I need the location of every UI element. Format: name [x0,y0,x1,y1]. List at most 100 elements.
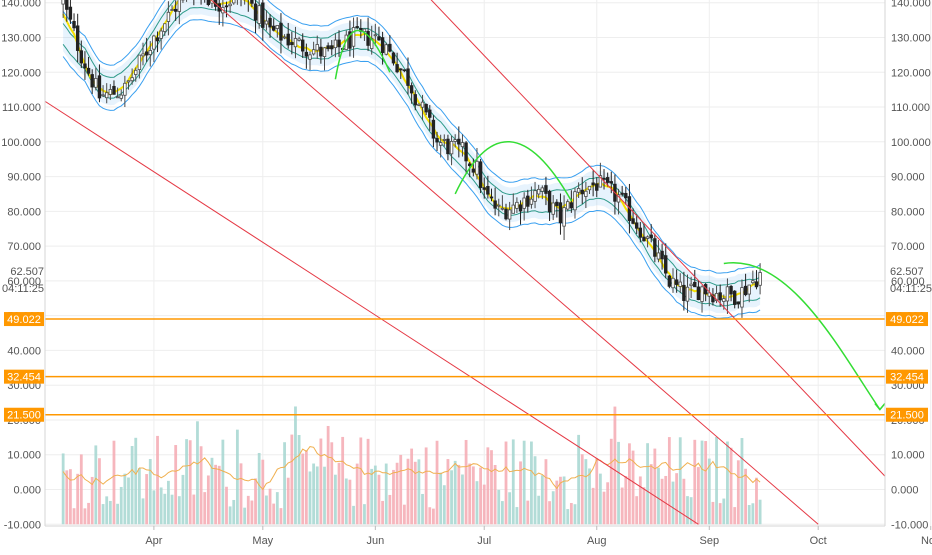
candle-body [740,287,744,308]
y-tick-label-right: 110.000 [891,102,930,114]
candle-body [511,204,515,214]
volume-bar [123,473,127,525]
volume-bar [475,481,479,525]
volume-bar [569,502,573,525]
candle-body [108,89,113,95]
candle-body [137,54,142,70]
y-tick-label-right: 10.000 [891,450,925,462]
volume-bar [675,473,679,525]
candle-body [645,236,650,239]
volume-bar [490,450,493,525]
volume-bar [286,477,290,525]
volume-bar [533,456,537,525]
x-axis-labels: Apr May Jun Jul Aug Sep Oct Nov [145,526,932,547]
candle-body [373,34,378,37]
volume-bar [134,437,138,525]
volume-bar [617,441,620,525]
volume-bar [341,436,345,525]
candle-body [653,238,657,257]
candle-body [210,0,214,4]
volume-bar [94,445,98,525]
volume-bar [87,502,90,525]
volume-bar [261,459,265,525]
volume-bar [72,508,76,525]
volume-bar [392,469,395,525]
volume-bar [246,495,250,525]
candle-body [660,250,664,260]
candle-body [595,183,599,191]
candle-body [453,139,457,142]
volume-bar [312,463,316,525]
volume-bar [315,466,319,525]
volume-bar [243,507,247,525]
x-tick-label: Oct [810,535,827,547]
y-tick-label-right: 130.000 [891,32,931,44]
candle-body [75,25,80,51]
candle-body [544,185,548,194]
volume-bar [689,497,693,525]
candle-body [449,140,454,155]
candle-body [736,301,741,305]
candle-body [293,38,298,48]
volume-bar [446,459,450,525]
volume-bar [718,503,722,525]
volume-bar [373,465,377,525]
candle-body [555,201,559,206]
candle-body [391,52,396,64]
x-tick-label: Jul [477,535,491,547]
candle-body [471,168,476,173]
candle-body [144,51,149,56]
volume-bar [555,480,559,525]
volume-ma [62,446,761,491]
candle-body [155,37,160,42]
level-label-right: 32.454 [890,372,924,384]
volume-bar [319,438,323,525]
volume-bar [156,435,159,525]
y-tick-label-right: 100.000 [891,137,931,149]
candle-body [257,5,261,24]
level-label-right: 21.500 [890,410,924,422]
volume-bar [508,492,512,525]
volume-bar [613,406,617,525]
volume-bar [167,480,170,525]
y-tick-label-right: 70.000 [891,241,925,253]
volume-bar [410,448,414,525]
volume-bar [537,495,541,525]
candle-body [224,5,229,8]
volume-bar [566,509,570,525]
volume-bar [199,446,203,525]
volume-bar [722,498,726,525]
volume-bar [424,447,428,525]
y-tick-label-left: 100.000 [1,137,41,149]
x-tick-label: Nov [921,535,932,547]
volume-bar [301,453,305,525]
candle-body [395,64,399,73]
candle-body [457,138,461,145]
y-tick-label-right: -10.000 [891,519,928,531]
candle-body [569,202,574,209]
volume-bar [163,493,167,525]
candle-body [500,207,505,210]
candle-body [725,286,730,302]
candle-body [747,284,751,295]
candle-body [94,77,98,88]
volume-bar [130,446,134,525]
candle-body [126,80,131,83]
volume-bar [334,474,337,525]
volume-bar [119,486,123,525]
volume-bar [686,496,689,525]
candle-body [478,161,483,188]
candle-body [90,74,94,88]
candle-body [86,67,91,74]
candle-body [152,35,156,50]
candle-body [406,68,410,86]
volume-bar [61,453,65,525]
channel-line [45,100,699,525]
candle-body [460,142,465,148]
volume-bar [395,462,399,525]
volume-bar [214,464,218,525]
volume-bar [486,447,490,525]
candle-body [308,54,312,60]
candle-body [587,185,592,191]
y-tick-label-left: 90.000 [7,172,41,184]
